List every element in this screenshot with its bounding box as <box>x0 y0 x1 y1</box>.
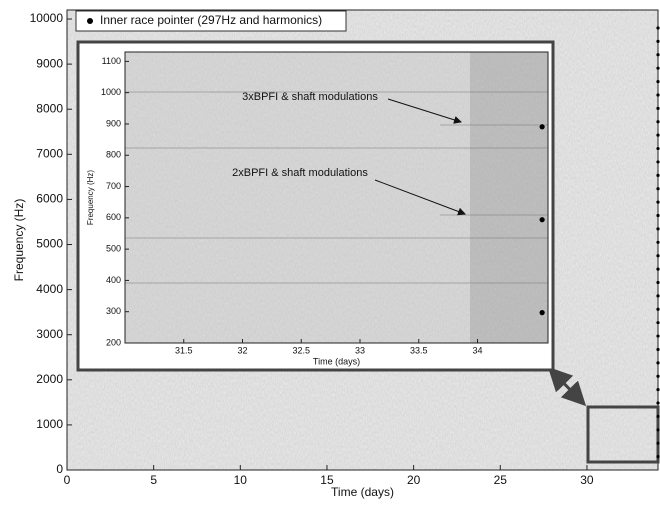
inset-noise <box>125 52 548 343</box>
pointer-dot <box>656 39 660 43</box>
y-tick-label: 9000 <box>36 56 63 70</box>
pointer-dot <box>656 26 660 30</box>
inset-axes-frame <box>124 51 549 344</box>
annotation-arrow <box>374 179 466 216</box>
pointer-dot <box>656 79 660 84</box>
pointer-dot <box>656 106 660 110</box>
y-axis-label: Frequency (Hz) <box>12 199 26 282</box>
inset-axes: 31.5 32 32.5 33 33.5 34 200 300 400 500 600 700 800 9… <box>76 40 555 372</box>
pointer-dot <box>656 213 660 218</box>
pointer-dot <box>656 146 660 151</box>
y-tick-label: 200 <box>106 337 121 347</box>
y-tick-label: 8000 <box>36 101 63 115</box>
pointer-dot <box>656 307 660 311</box>
legend: Inner race pointer (297Hz and harmonics) <box>75 10 347 32</box>
pointer-dot <box>656 173 660 177</box>
pointer-dot <box>656 254 660 258</box>
pointer-dot <box>656 361 660 365</box>
y-tick-label: 1000 <box>101 87 121 97</box>
pointer-dot <box>656 455 660 459</box>
pointer-dot <box>656 267 660 271</box>
y-tick-label: 800 <box>106 150 121 160</box>
y-tick-label: 6000 <box>36 192 63 206</box>
pointer-dot <box>656 240 660 244</box>
pointer-dot <box>656 93 660 97</box>
y-tick-label: 4000 <box>36 282 63 296</box>
x-axis-label: Time (days) <box>331 485 394 499</box>
x-tick-label: 25 <box>494 473 508 487</box>
y-tick-label: 5000 <box>36 237 63 251</box>
pointer-dot <box>539 124 545 130</box>
annotation: 3xBPFI & shaft modulations <box>242 91 378 103</box>
x-tick-label: 34 <box>472 345 482 355</box>
pointer-dot <box>656 374 660 378</box>
pointer-dot <box>656 294 660 298</box>
y-tick-label: 600 <box>106 212 121 222</box>
y-tick-label: 2000 <box>36 372 63 386</box>
y-axis-label: Frequency (Hz) <box>86 170 95 225</box>
x-tick-label: 33.5 <box>410 345 428 355</box>
y-tick-label: 500 <box>106 244 121 254</box>
y-tick-label: 7000 <box>36 146 63 160</box>
y-tick-label: 300 <box>106 306 121 316</box>
x-tick-label: 31.5 <box>175 345 193 355</box>
x-tick-label: 20 <box>407 473 421 487</box>
annotation: 2xBPFI & shaft modulations <box>232 167 368 179</box>
y-tick-label: 10000 <box>30 11 64 25</box>
axes-frame <box>66 9 659 471</box>
x-tick-label: 33 <box>355 345 365 355</box>
pointer-dot <box>656 414 660 419</box>
pointer-dot <box>656 334 660 338</box>
legend-box <box>75 10 347 32</box>
y-tick-label: 0 <box>56 462 63 476</box>
pointer-dot <box>656 200 660 204</box>
x-tick-label: 15 <box>320 473 334 487</box>
pointer-dot <box>656 401 660 405</box>
x-axis-label: Time (days) <box>313 356 360 366</box>
y-tick-label: 900 <box>106 118 121 128</box>
fault-region <box>470 52 548 343</box>
annotation-arrow <box>387 98 462 124</box>
x-tick-label: 30 <box>580 473 594 487</box>
pointer-dot <box>656 66 660 70</box>
pointer-dot <box>539 310 545 316</box>
pointer-dot <box>656 280 660 285</box>
y-tick-label: 3000 <box>36 327 63 341</box>
pointer-dot <box>656 133 660 137</box>
x-tick-label: 32 <box>237 345 247 355</box>
pointer-dot <box>656 441 660 445</box>
pointer-dot <box>656 187 660 191</box>
legend-label: Inner race pointer (297Hz and harmonics) <box>100 13 322 27</box>
pointer-dot <box>539 217 545 223</box>
pointer-dot <box>656 227 660 231</box>
legend-marker <box>87 18 93 24</box>
pointer-dot <box>656 388 660 392</box>
pointer-dot <box>656 120 660 124</box>
y-tick-label: 400 <box>106 275 121 285</box>
x-tick-label: 5 <box>150 473 157 487</box>
zoom-box <box>586 405 660 464</box>
x-tick-label: 32.5 <box>292 345 310 355</box>
pointer-dot <box>656 428 660 432</box>
y-tick-label: 1000 <box>36 417 63 431</box>
x-tick-label: 0 <box>64 473 71 487</box>
x-tick-label: 10 <box>234 473 248 487</box>
pointer-dot <box>656 53 660 57</box>
y-tick-label: 700 <box>106 181 121 191</box>
y-tick-label: 1100 <box>102 56 121 66</box>
pointer-dot <box>656 160 660 164</box>
pointer-dot <box>656 347 660 352</box>
pointer-dot <box>656 321 660 325</box>
zoom-arrow <box>547 366 587 407</box>
